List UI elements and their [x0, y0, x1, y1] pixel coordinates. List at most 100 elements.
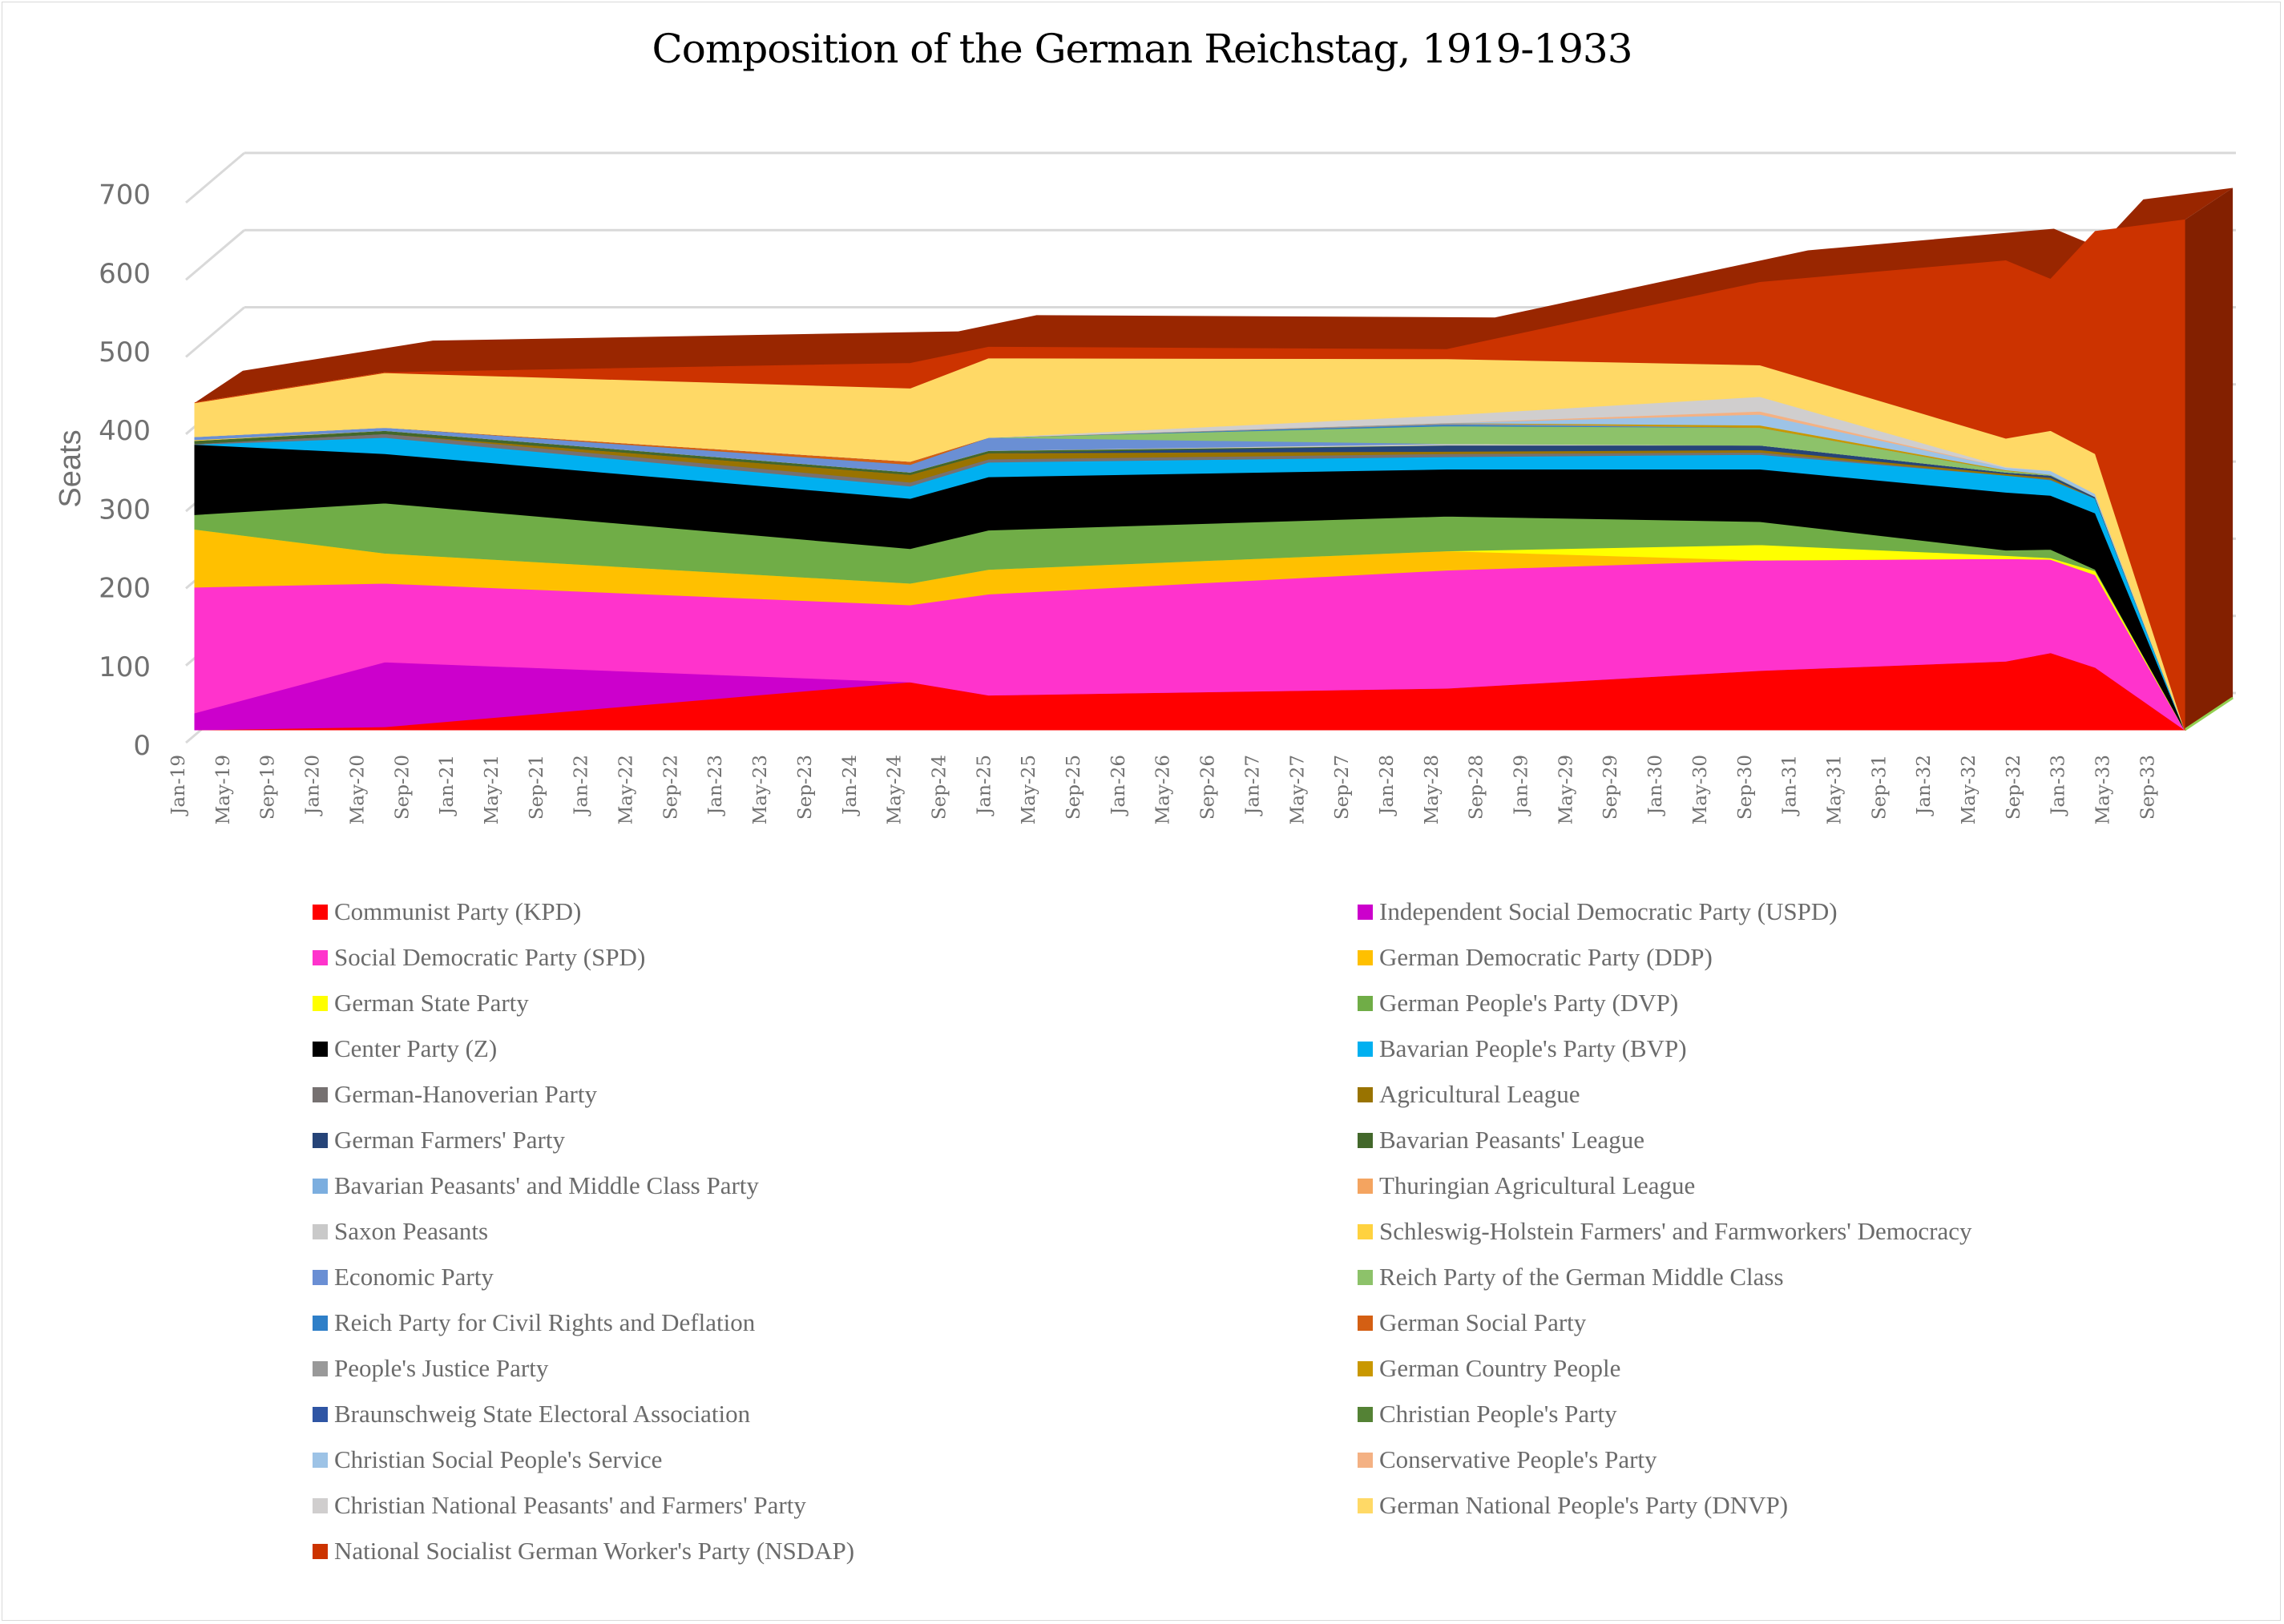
legend-label: German-Hanoverian Party: [334, 1080, 597, 1108]
y-axis-ticks: 0 100 200 300 400 500 600 700: [99, 179, 151, 762]
legend-swatch: [1358, 1223, 1373, 1239]
legend-label: Center Party (Z): [334, 1034, 498, 1062]
legend-swatch: [1358, 1360, 1373, 1376]
area-depth-faces: [195, 187, 2234, 731]
area-side-face: [2185, 187, 2234, 730]
x-tick-label: Jan-32: [1914, 755, 1935, 816]
legend-item: Christian People's Party: [1358, 1398, 1617, 1430]
x-tick-label: Jan-29: [1511, 755, 1532, 816]
x-tick-label: Sep-25: [1063, 755, 1084, 820]
y-tick-label: 500: [99, 336, 151, 369]
legend-item: Independent Social Democratic Party (USP…: [1358, 896, 1838, 928]
legend-label: Bavarian Peasants' League: [1379, 1126, 1644, 1154]
legend-swatch: [1358, 1132, 1373, 1148]
x-tick-label: Jan-31: [1780, 755, 1801, 816]
legend-item: Bavarian People's Party (BVP): [1358, 1033, 1687, 1065]
x-tick-label: Jan-27: [1242, 755, 1263, 816]
legend-item: German Democratic Party (DDP): [1358, 941, 1713, 973]
x-tick-label: Jan-28: [1377, 755, 1398, 816]
legend-label: Bavarian People's Party (BVP): [1379, 1034, 1687, 1062]
legend-label: German People's Party (DVP): [1379, 989, 1679, 1017]
legend-swatch: [313, 1178, 328, 1194]
legend-item: Schleswig-Holstein Farmers' and Farmwork…: [1358, 1215, 1971, 1247]
y-axis-label: Seats: [54, 429, 87, 507]
legend-item: Bavarian Peasants' and Middle Class Part…: [313, 1170, 759, 1202]
x-tick-label: May-32: [1959, 755, 1979, 824]
legend-swatch: [1358, 1178, 1373, 1194]
legend-label: German Democratic Party (DDP): [1379, 943, 1713, 971]
x-tick-label: Jan-30: [1645, 755, 1666, 816]
x-tick-label: Sep-26: [1198, 755, 1219, 820]
legend-item: Agricultural League: [1358, 1078, 1580, 1110]
x-tick-label: Sep-28: [1467, 755, 1487, 820]
legend-label: Saxon Peasants: [334, 1217, 489, 1245]
x-tick-label: Jan-20: [303, 755, 324, 816]
legend-swatch: [1358, 949, 1373, 965]
legend-item: People's Justice Party: [313, 1352, 548, 1384]
legend-item: German-Hanoverian Party: [313, 1078, 597, 1110]
x-tick-label: May-25: [1019, 755, 1039, 824]
x-tick-label: Jan-33: [2048, 755, 2069, 816]
y-tick-label: 300: [99, 494, 151, 526]
legend-label: German Farmers' Party: [334, 1126, 565, 1154]
x-tick-label: Jan-25: [974, 755, 995, 816]
x-axis-ticks: Jan-19 May-19 Sep-19 Jan-20 May-20 Sep-20 Jan-…: [168, 755, 2158, 824]
gridline-depth: [185, 151, 245, 204]
y-tick-label: 0: [133, 730, 151, 762]
x-tick-label: May-23: [750, 755, 771, 824]
legend-item: German State Party: [313, 987, 529, 1019]
legend-item: German Country People: [1358, 1352, 1620, 1384]
legend-label: Social Democratic Party (SPD): [334, 943, 646, 971]
legend-swatch: [313, 1086, 328, 1102]
legend-item: Bavarian Peasants' League: [1358, 1124, 1644, 1156]
legend-label: Communist Party (KPD): [334, 897, 582, 925]
x-tick-label: May-26: [1153, 755, 1174, 824]
area-national-socialist-german-worker-s-party-nsdap: [194, 219, 2185, 731]
legend-item: Reich Party of the German Middle Class: [1358, 1261, 1784, 1293]
legend-label: German State Party: [334, 989, 529, 1017]
legend-label: Independent Social Democratic Party (USP…: [1379, 897, 1838, 925]
legend-item: Christian National Peasants' and Farmers…: [313, 1489, 806, 1521]
legend-label: Agricultural League: [1379, 1080, 1580, 1108]
legend-swatch: [313, 1497, 328, 1513]
legend-label: Conservative People's Party: [1379, 1445, 1657, 1473]
x-tick-label: Jan-24: [840, 755, 861, 816]
legend-item: Social Democratic Party (SPD): [313, 941, 645, 973]
legend-item: Economic Party: [313, 1261, 494, 1293]
legend-swatch: [313, 949, 328, 965]
legend-item: Braunschweig State Electoral Association: [313, 1398, 750, 1430]
legend-swatch: [1358, 1452, 1373, 1468]
x-tick-label: Sep-21: [527, 755, 547, 820]
legend-swatch: [313, 1223, 328, 1239]
legend-label: People's Justice Party: [334, 1354, 549, 1382]
x-tick-label: Sep-30: [1735, 755, 1756, 820]
legend-swatch: [1358, 1497, 1373, 1513]
legend-label: Braunschweig State Electoral Association: [334, 1400, 751, 1428]
x-tick-label: May-19: [213, 755, 234, 824]
legend-label: German National People's Party (DNVP): [1379, 1491, 1789, 1519]
y-tick-label: 400: [99, 415, 151, 447]
x-tick-label: May-28: [1422, 755, 1443, 824]
legend-swatch: [313, 1406, 328, 1422]
legend-item: German People's Party (DVP): [1358, 987, 1678, 1019]
legend-label: Bavarian Peasants' and Middle Class Part…: [334, 1171, 759, 1199]
legend-label: Reich Party of the German Middle Class: [1379, 1263, 1784, 1291]
gridline-depth: [185, 306, 245, 358]
legend-label: German Country People: [1379, 1354, 1621, 1382]
legend-label: Christian Social People's Service: [334, 1445, 663, 1473]
x-tick-label: Sep-20: [392, 755, 413, 820]
legend-item: Saxon Peasants: [313, 1215, 488, 1247]
x-tick-label: May-22: [616, 755, 637, 824]
x-tick-label: Sep-33: [2137, 755, 2158, 820]
x-tick-label: May-27: [1287, 755, 1308, 824]
legend-swatch: [313, 1269, 328, 1285]
legend-swatch: [1358, 1269, 1373, 1285]
legend-swatch: [313, 1132, 328, 1148]
x-tick-label: Sep-19: [258, 755, 279, 820]
legend-item: Communist Party (KPD): [313, 896, 581, 928]
area-top-face: [195, 187, 2234, 403]
legend-item: Thuringian Agricultural League: [1358, 1170, 1695, 1202]
legend-item: Reich Party for Civil Rights and Deflati…: [313, 1307, 755, 1339]
chart-plot-area: 0 100 200 300 400 500 600 700 Jan-19 May-19 Sep-1…: [54, 151, 2236, 824]
legend-label: Thuringian Agricultural League: [1379, 1171, 1696, 1199]
